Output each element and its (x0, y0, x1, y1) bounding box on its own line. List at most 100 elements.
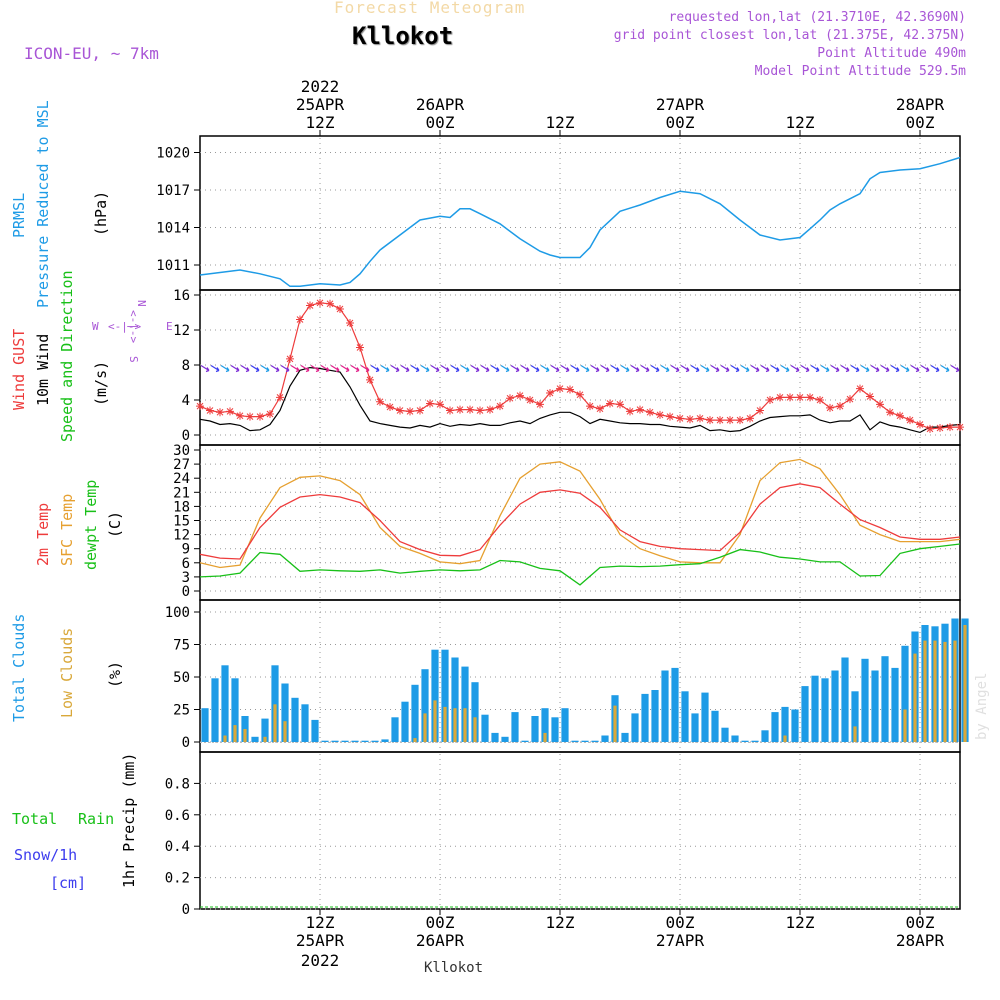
low-cloud-bar (233, 725, 237, 742)
low-clouds-label: Low Clouds (58, 628, 76, 718)
gust-marker (526, 396, 534, 404)
y-tick-label: 1020 (156, 146, 190, 162)
compass-north: N (135, 300, 148, 307)
y-tick-label: 25 (173, 703, 190, 719)
gust-marker (236, 411, 244, 420)
wind-direction-arrow (740, 364, 750, 373)
bottom-date-label: 28APR (896, 931, 945, 950)
total-cloud-bar (231, 678, 239, 742)
y-tick-label: 18 (173, 499, 190, 515)
wind-direction-arrow (570, 364, 580, 373)
total-cloud-bar (521, 740, 529, 742)
wind-direction-arrow (490, 364, 500, 373)
total-cloud-bar (841, 657, 849, 742)
total-cloud-bar (601, 735, 609, 742)
low-cloud-bar (543, 732, 547, 742)
total-cloud-bar (571, 740, 579, 742)
total-cloud-bar (211, 678, 219, 742)
top-hour-label: 12Z (786, 113, 815, 132)
gust-marker (506, 394, 514, 403)
low-cloud-bar (423, 713, 427, 742)
prmsl-long-label: Pressure Reduced to MSL (34, 100, 52, 308)
gust-marker (316, 298, 324, 307)
total-cloud-bar (401, 701, 409, 742)
gust-marker (866, 392, 874, 401)
gust-marker (556, 384, 564, 393)
precip-panel-frame (199, 751, 961, 910)
total-cloud-bar (761, 730, 769, 742)
gust-line (199, 302, 960, 430)
wind-direction-arrow (430, 364, 440, 373)
wind-direction-arrow (560, 364, 570, 373)
y-tick-label: 1017 (156, 183, 190, 199)
total-cloud-bar (391, 717, 399, 742)
wind-direction-arrow (610, 364, 620, 373)
footer-location: Kllokot (424, 960, 483, 976)
wind-direction-arrow (260, 364, 270, 373)
wind-direction-arrow (210, 364, 220, 373)
gust-marker (296, 315, 304, 324)
low-cloud-bar (903, 709, 907, 742)
gust-marker (486, 405, 494, 414)
low-cloud-bar (243, 729, 247, 742)
wind-direction-arrow (550, 364, 560, 373)
y-tick-label: 0.2 (165, 871, 190, 887)
wind-direction-arrow (650, 364, 660, 373)
bottom-hour-label: 00Z (426, 913, 455, 932)
y-tick-label: 27 (173, 457, 190, 473)
gust-marker (466, 405, 474, 414)
precip-cm-label: [cm] (50, 874, 86, 892)
y-tick-label: 0.4 (165, 839, 190, 855)
wind-direction-arrow (230, 364, 240, 373)
wind-direction-arrow (760, 364, 770, 373)
wind-direction-arrow (360, 364, 370, 373)
top-hour-label: 12Z (306, 113, 335, 132)
total-cloud-bar (421, 669, 429, 742)
gust-marker (656, 410, 664, 419)
low-cloud-bar (943, 641, 947, 742)
wind-direction-arrow (690, 364, 700, 373)
wind-direction-arrow (300, 364, 310, 373)
total-cloud-bar (701, 692, 709, 742)
gust-marker (326, 299, 334, 308)
gust-marker (936, 424, 944, 432)
top-hour-label: 12Z (546, 113, 575, 132)
gust-marker (546, 389, 554, 397)
total-cloud-bar (481, 714, 489, 742)
gust-marker (716, 416, 724, 425)
gust-marker (336, 305, 344, 313)
y-tick-label: 6 (182, 556, 190, 572)
gust-marker (346, 319, 354, 327)
total-cloud-bar (751, 740, 759, 742)
bottom-year-label: 2022 (301, 951, 340, 970)
gust-marker (826, 403, 834, 412)
bottom-hour-label: 12Z (306, 913, 335, 932)
top-hour-label: 00Z (426, 113, 455, 132)
wind-direction-arrow (910, 364, 920, 373)
gust-marker (916, 420, 924, 429)
bottom-date-label: 25APR (296, 931, 345, 950)
wind-direction-arrow (250, 364, 260, 373)
y-tick-label: 16 (173, 288, 190, 304)
wind-direction-arrow (390, 364, 400, 373)
total-cloud-bar (891, 667, 899, 742)
gust-marker (766, 396, 774, 404)
wind-direction-arrow (640, 364, 650, 373)
total-cloud-bar (341, 740, 349, 742)
bottom-date-label: 27APR (656, 931, 705, 950)
gust-marker (746, 414, 754, 423)
bottom-hour-label: 12Z (546, 913, 575, 932)
grid-point-coords: grid point closest lon,lat (21.375E, 42.… (613, 28, 966, 43)
model-altitude: Model Point Altitude 529.5m (754, 64, 966, 79)
top-year-label: 2022 (301, 77, 340, 96)
wind-direction-arrow (670, 364, 680, 373)
total-cloud-bar (491, 732, 499, 742)
gust-marker (626, 407, 634, 416)
y-tick-label: 0 (182, 902, 190, 918)
wind-direction-arrow (730, 364, 740, 373)
y-tick-label: 0.6 (165, 808, 190, 824)
chart-title: Kllokot (352, 22, 454, 50)
temp-unit: (C) (106, 511, 124, 538)
wind-direction-arrow (770, 364, 780, 373)
